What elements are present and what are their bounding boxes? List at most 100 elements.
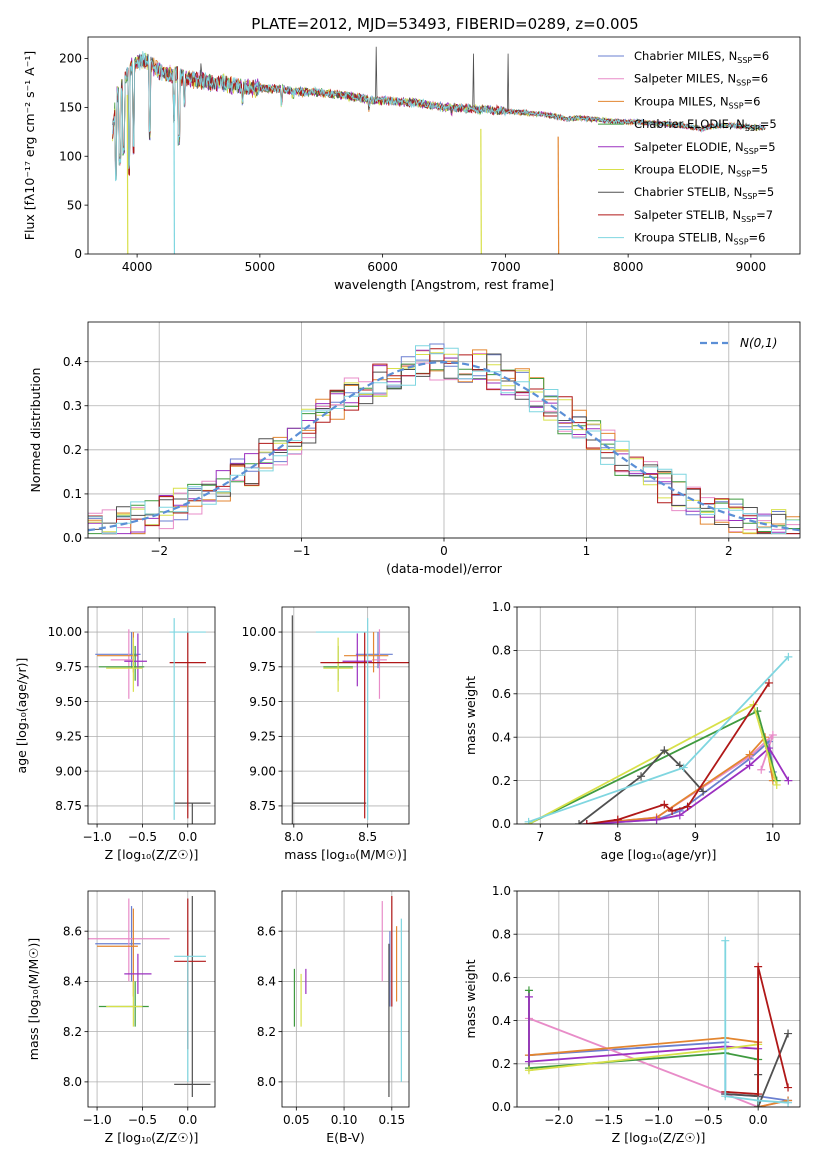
weight-marker [745,750,754,759]
legend: Chabrier MILES, NSSP=6 Salpeter MILES, NS… [598,49,777,247]
x-tick-label: 0.0 [178,830,197,844]
y-tick-label: 0.0 [492,1100,511,1114]
weight-marker [652,815,661,824]
y-tick-label: 8.2 [63,1025,82,1039]
y-tick-label: 8.6 [63,924,82,938]
x-axis-label: (data-model)/error [386,561,503,576]
weight-marker [524,817,533,824]
y-tick-label: 8.0 [257,1075,276,1089]
axes-frame [516,606,801,825]
y-tick-label: 0.6 [492,971,511,985]
weight-marker [660,746,669,755]
y-tick-label: 0.4 [492,730,511,744]
x-tick-label: 5000 [245,260,276,274]
y-tick-label: 0.2 [63,443,82,457]
y-tick-label: 8.75 [249,799,276,813]
x-tick-label: −1.0 [83,1113,112,1127]
weight-marker [613,815,622,824]
weight-marker [668,806,677,815]
x-tick-label: 6000 [367,260,398,274]
y-tick-label: 0.2 [492,774,511,788]
weight-marker [675,811,684,820]
x-tick-label: −2.0 [544,1113,573,1127]
y-tick-label: 10.00 [242,625,276,639]
weight-marker [524,1057,533,1066]
figure-title: PLATE=2012, MJD=53493, FIBERID=0289, z=0… [251,15,638,33]
histogram-step [88,345,800,535]
y-tick-label: 8.6 [257,924,276,938]
weight-marker [757,765,766,774]
y-tick-label: 0.8 [492,644,511,658]
weight-marker [637,772,646,781]
weight-marker [679,763,688,772]
plot-area [293,896,402,1097]
legend-entry: Kroupa STELIB, NSSP=6 [634,231,765,247]
plot-area [88,896,211,1097]
spectrum-line [112,46,766,180]
spectrum-line [112,51,766,182]
y-tick-label: 0.8 [492,927,511,941]
x-tick-label: 9000 [736,260,767,274]
y-tick-label: 9.25 [249,730,276,744]
x-tick-label: 8.0 [284,830,303,844]
normal-curve [88,360,800,532]
legend-entry: Salpeter STELIB, NSSP=7 [634,208,773,224]
x-tick-label: 0 [440,544,448,558]
weight-marker [683,802,692,811]
x-axis-label: Z [log₁₀(Z/Z☉)] [105,847,199,862]
weight-marker [754,962,763,971]
panel-mass-vs-ebv: 0.05 0.10 0.15 8.0 8.2 8.4 8.6 E(B-V) [257,890,410,1145]
weight-marker [754,1096,763,1105]
y-axis-label: mass weight [463,676,478,755]
x-axis-label: Z [log₁₀(Z/Z☉)] [105,1130,199,1145]
plot-area [524,652,793,824]
y-axis-label: Normed distribution [28,368,43,493]
x-tick-label: 10 [765,830,780,844]
y-tick-label: 9.75 [55,660,82,674]
plot-area [88,343,800,535]
weight-marker [784,776,793,785]
y-tick-label: 9.50 [249,695,276,709]
panel-residuals: −2 −1 0 1 2 0.0 0.1 0.2 0.3 0.4 (data-model)/error… [28,321,801,576]
y-tick-label: 200 [59,52,82,66]
legend-entry: Kroupa ELODIE, NSSP=5 [634,163,768,179]
x-axis-label: E(B-V) [326,1130,365,1145]
y-tick-label: 10.00 [48,625,82,639]
x-tick-label: 1 [583,544,591,558]
legend-entry: Chabrier STELIB, NSSP=5 [634,185,774,201]
weight-marker [660,800,669,809]
weight-marker [582,820,591,824]
y-tick-label: 150 [59,101,82,115]
legend-entry: N(0,1) [740,336,777,350]
y-axis-label: Flux [fλ10⁻¹⁷ erg cm⁻² s⁻¹ A⁻¹] [22,51,37,240]
y-tick-label: 8.4 [63,975,82,989]
axes-frame [87,321,801,539]
legend-entry: Salpeter MILES, NSSP=6 [634,72,768,88]
weight-marker [721,936,730,945]
legend-entry: Kroupa MILES, NSSP=6 [634,94,760,110]
axes-frame [281,606,410,825]
weight-marker [784,652,793,661]
panel-age-vs-mass: 8.0 8.5 8.75 9.00 9.25 9.50 9.75 10.00 mass [log… [242,606,410,862]
x-tick-label: 4000 [122,260,153,274]
legend-entry: Chabrier ELODIE, NSSP=5 [634,117,777,133]
x-tick-label: 8.5 [358,830,377,844]
axes-frame [516,890,801,1108]
axes-frame [87,36,801,255]
y-tick-label: 0.4 [63,355,82,369]
x-tick-label: −1 [293,544,311,558]
x-tick-label: 7 [536,830,544,844]
legend: N(0,1) [700,336,777,350]
axes-frame [87,890,216,1108]
weight-marker [784,1029,793,1038]
weight-marker [721,1092,730,1101]
weight-line [586,682,770,824]
plot-area [524,936,793,1107]
y-tick-label: 0.0 [63,531,82,545]
plot-area [95,618,211,824]
y-tick-label: 0.6 [492,687,511,701]
axes-frame [87,606,216,825]
y-tick-label: 50 [67,198,82,212]
panel-weight-vs-age: 7 8 9 10 0.0 0.2 0.4 0.6 0.8 1.0 age [log₁₀(age/yr… [463,600,801,862]
y-tick-label: 0 [74,247,82,261]
